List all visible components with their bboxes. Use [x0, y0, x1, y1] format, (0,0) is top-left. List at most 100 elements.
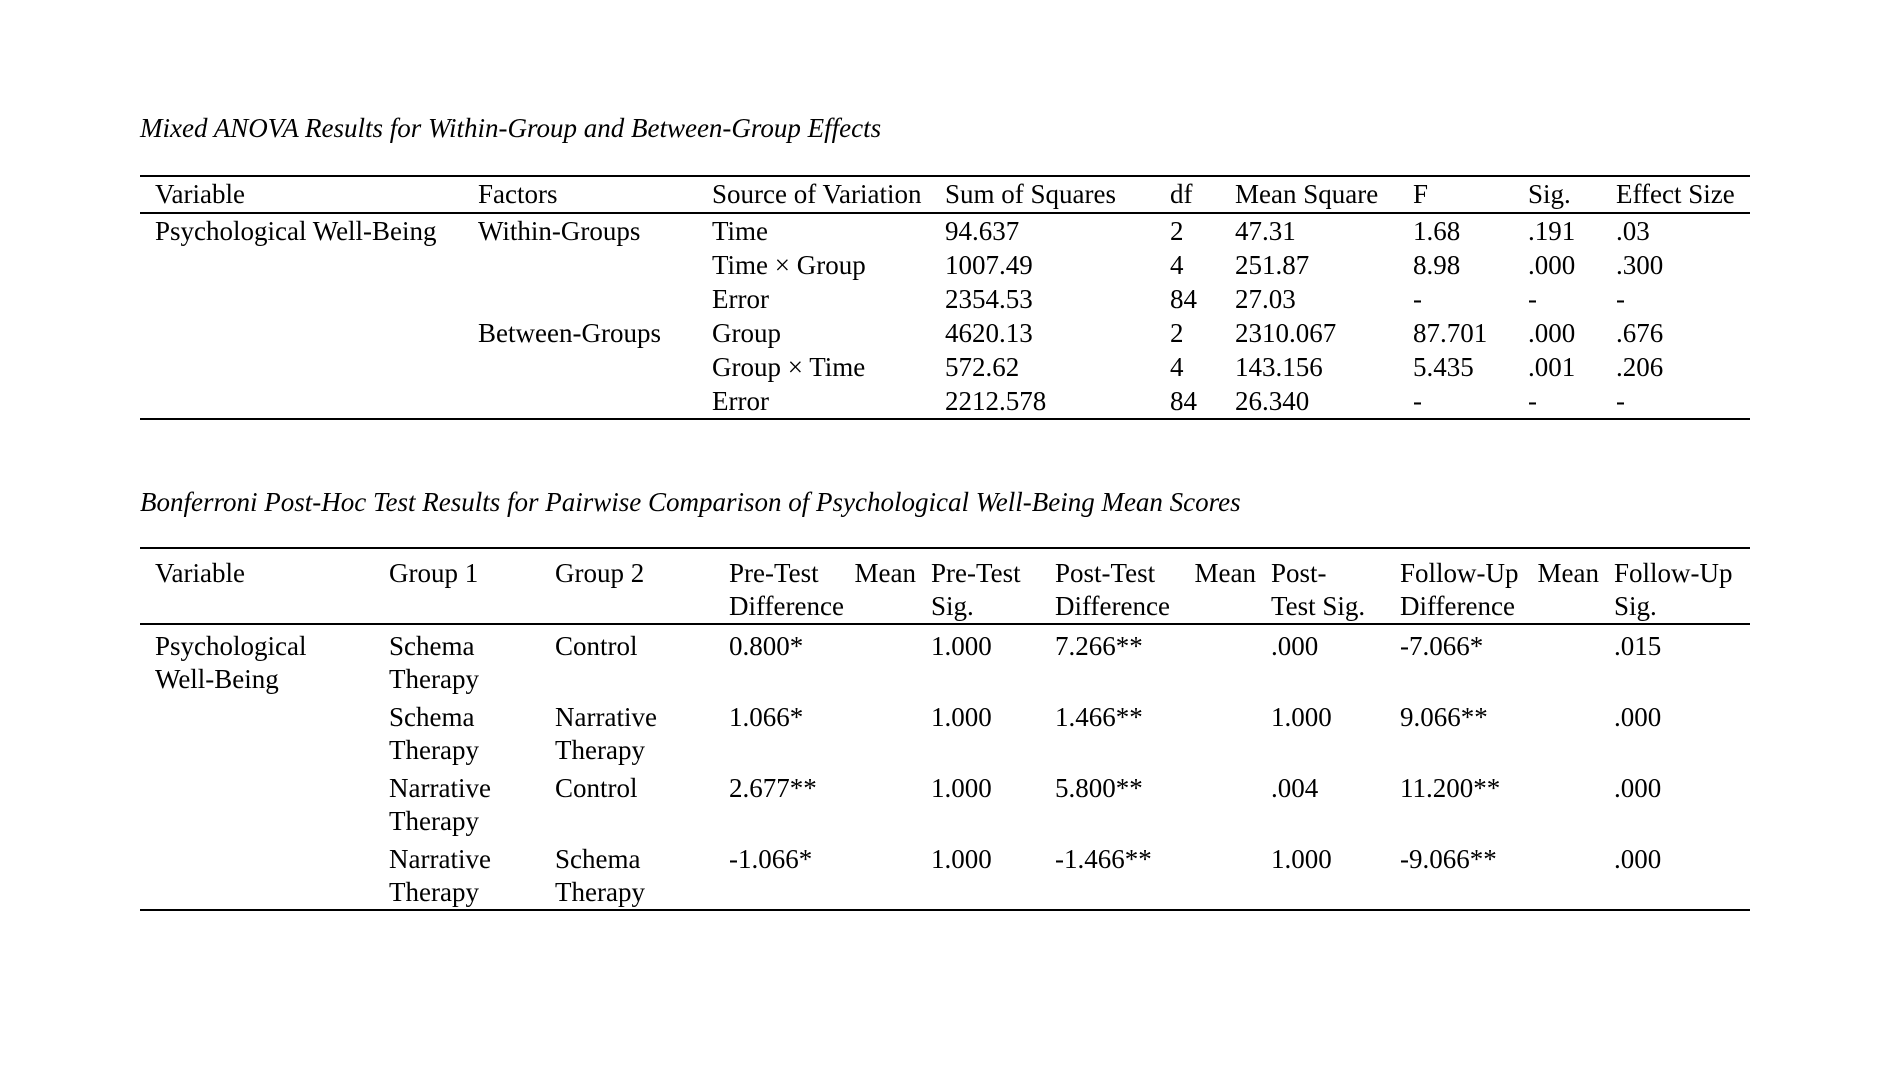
- posthoc-col-posttest-sig: Post- Test Sig.: [1256, 548, 1385, 625]
- cell-f: 1.68: [1413, 216, 1461, 246]
- anova-col-variable: Variable: [140, 176, 463, 214]
- anova-col-effect-size: Effect Size: [1601, 176, 1750, 214]
- cell-effect-size: .03: [1616, 216, 1650, 246]
- cell-variable: [140, 384, 463, 419]
- cell-effect-size: .676: [1616, 318, 1664, 348]
- cell-posttest-mean-difference: 7.266**: [1055, 631, 1143, 661]
- cell-factors: [463, 350, 697, 384]
- cell-source: Error: [712, 284, 769, 314]
- cell-group2: Control: [555, 773, 638, 803]
- cell-f: 87.701: [1413, 318, 1488, 348]
- cell-factors: [463, 248, 697, 282]
- posthoc-col-pretest-sig: Pre-Test Sig.: [916, 548, 1040, 625]
- anova-row: Between-Groups Group 4620.13 2 2310.067 …: [140, 316, 1750, 350]
- cell-group2: Control: [555, 631, 638, 661]
- cell-sum-of-squares: 4620.13: [945, 318, 1033, 348]
- cell-followup-sig: .015: [1614, 631, 1662, 661]
- cell-variable: [140, 316, 463, 350]
- anova-col-sum-of-squares: Sum of Squares: [930, 176, 1155, 214]
- cell-variable: Psychological Well-Being: [155, 216, 437, 246]
- posthoc-col-followup-sig: Follow-Up Sig.: [1599, 548, 1750, 625]
- cell-followup-sig: .000: [1614, 773, 1662, 803]
- posthoc-results-table: Variable Group 1 Group 2 Pre-Test Mean D…: [140, 547, 1750, 911]
- cell-sum-of-squares: 1007.49: [945, 250, 1033, 280]
- cell-pretest-mean-difference: -1.066*: [729, 844, 813, 874]
- anova-col-source-of-variation: Source of Variation: [697, 176, 930, 214]
- cell-mean-square: 2310.067: [1235, 318, 1337, 348]
- posthoc-col-group2: Group 2: [540, 548, 714, 625]
- cell-df: 84: [1170, 386, 1197, 416]
- anova-col-df: df: [1155, 176, 1220, 214]
- cell-sig: -: [1528, 284, 1537, 314]
- posthoc-col-variable: Variable: [140, 548, 374, 625]
- cell-followup-sig: .000: [1614, 844, 1662, 874]
- cell-f: -: [1413, 284, 1422, 314]
- anova-row: Time × Group 1007.49 4 251.87 8.98 .000 …: [140, 248, 1750, 282]
- cell-posttest-sig: 1.000: [1271, 702, 1332, 732]
- anova-col-f: F: [1398, 176, 1513, 214]
- cell-pretest-mean-difference: 2.677**: [729, 773, 817, 803]
- posthoc-col-pretest-mean-difference: Pre-Test Mean Difference: [714, 548, 916, 625]
- anova-row: Psychological Well-Being Within-Groups T…: [140, 213, 1750, 248]
- posthoc-header-row: Variable Group 1 Group 2 Pre-Test Mean D…: [140, 548, 1750, 625]
- cell-f: -: [1413, 386, 1422, 416]
- cell-posttest-sig: .000: [1271, 631, 1319, 661]
- anova-col-factors: Factors: [463, 176, 697, 214]
- cell-followup-mean-difference: -9.066**: [1400, 844, 1497, 874]
- cell-posttest-mean-difference: 1.466**: [1055, 702, 1143, 732]
- posthoc-col-group1: Group 1: [374, 548, 540, 625]
- cell-effect-size: -: [1616, 386, 1625, 416]
- posthoc-table-title: Bonferroni Post-Hoc Test Results for Pai…: [140, 487, 1241, 517]
- cell-factors: [463, 282, 697, 316]
- posthoc-row: Narrative Therapy Schema Therapy -1.066*…: [140, 838, 1750, 910]
- cell-pretest-sig: 1.000: [931, 773, 992, 803]
- cell-followup-sig: .000: [1614, 702, 1662, 732]
- anova-row: Group × Time 572.62 4 143.156 5.435 .001…: [140, 350, 1750, 384]
- cell-mean-square: 251.87: [1235, 250, 1310, 280]
- posthoc-col-posttest-mean-difference: Post-Test Mean Difference: [1040, 548, 1256, 625]
- cell-posttest-sig: .004: [1271, 773, 1319, 803]
- cell-variable: [140, 282, 463, 316]
- posthoc-row: Narrative Therapy Control 2.677** 1.000 …: [140, 767, 1750, 838]
- cell-followup-mean-difference: 11.200**: [1400, 773, 1501, 803]
- cell-sum-of-squares: 94.637: [945, 216, 1020, 246]
- cell-df: 4: [1170, 250, 1184, 280]
- cell-posttest-mean-difference: -1.466**: [1055, 844, 1152, 874]
- cell-df: 2: [1170, 318, 1184, 348]
- anova-col-mean-square: Mean Square: [1220, 176, 1398, 214]
- cell-group2: Schema Therapy: [555, 844, 645, 907]
- cell-source: Group: [712, 318, 781, 348]
- cell-mean-square: 26.340: [1235, 386, 1310, 416]
- cell-sum-of-squares: 2212.578: [945, 386, 1047, 416]
- posthoc-col-followup-mean-difference: Follow-Up Mean Difference: [1385, 548, 1599, 625]
- cell-f: 8.98: [1413, 250, 1461, 280]
- cell-sig: .191: [1528, 216, 1576, 246]
- cell-posttest-sig: 1.000: [1271, 844, 1332, 874]
- cell-f: 5.435: [1413, 352, 1474, 382]
- cell-sig: .001: [1528, 352, 1576, 382]
- cell-pretest-sig: 1.000: [931, 702, 992, 732]
- anova-results-table: Variable Factors Source of Variation Sum…: [140, 175, 1750, 420]
- cell-sum-of-squares: 2354.53: [945, 284, 1033, 314]
- cell-source: Error: [712, 386, 769, 416]
- cell-pretest-mean-difference: 1.066*: [729, 702, 804, 732]
- cell-source: Group × Time: [712, 352, 866, 382]
- cell-sig: .000: [1528, 318, 1576, 348]
- posthoc-row: Psychological Well-Being Schema Therapy …: [140, 624, 1750, 696]
- posthoc-row: Schema Therapy Narrative Therapy 1.066* …: [140, 696, 1750, 767]
- cell-df: 84: [1170, 284, 1197, 314]
- cell-variable: [140, 248, 463, 282]
- cell-effect-size: .206: [1616, 352, 1664, 382]
- anova-table-title: Mixed ANOVA Results for Within-Group and…: [140, 113, 882, 143]
- cell-mean-square: 143.156: [1235, 352, 1323, 382]
- cell-group2: Narrative Therapy: [555, 702, 657, 765]
- cell-factors: [463, 384, 697, 419]
- cell-group1: Narrative Therapy: [389, 773, 491, 836]
- cell-df: 4: [1170, 352, 1184, 382]
- cell-factors: Between-Groups: [478, 318, 661, 348]
- cell-effect-size: -: [1616, 284, 1625, 314]
- cell-variable: [140, 696, 374, 767]
- cell-followup-mean-difference: 9.066**: [1400, 702, 1488, 732]
- cell-variable: [140, 767, 374, 838]
- anova-row: Error 2354.53 84 27.03 - - -: [140, 282, 1750, 316]
